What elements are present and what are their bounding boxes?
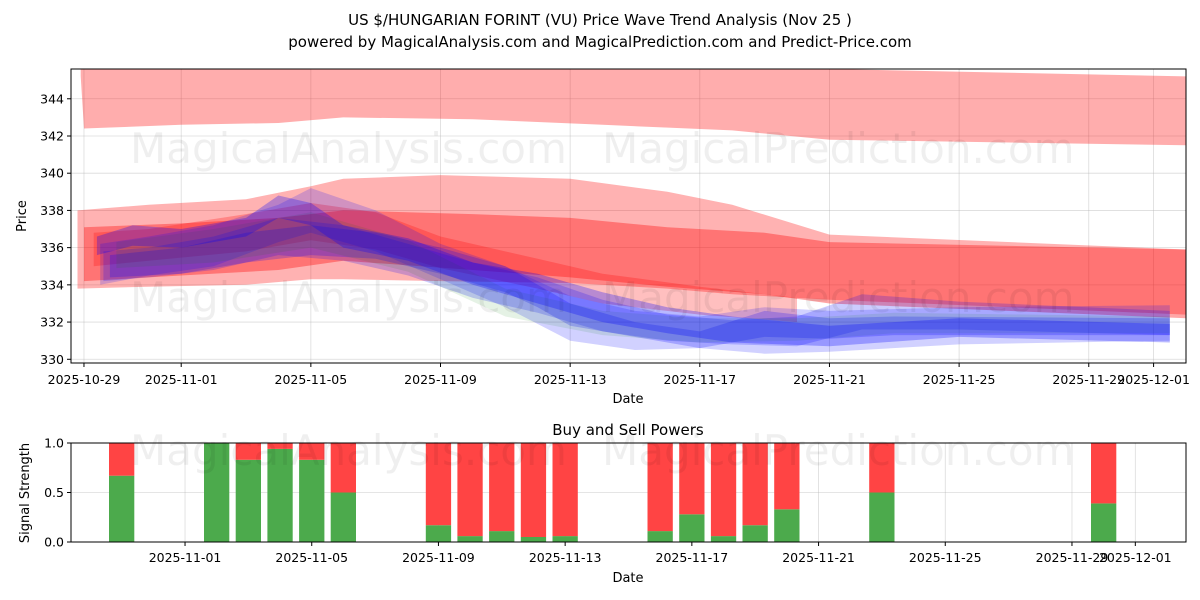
price-plot-frame <box>70 68 1187 364</box>
price-y-axis-label: Price <box>15 200 30 232</box>
price-band-blue-band-2 <box>103 217 1170 347</box>
price-band-blue-band-1 <box>100 188 1170 354</box>
signal-x-tick-label: 2025-11-05 <box>275 550 348 565</box>
signal-x-ticks: 2025-11-01 2025-11-05 2025-11-09 2025-11-13… <box>149 542 1172 565</box>
price-x-tick-label: 2025-11-01 <box>145 372 218 387</box>
signal-y-tick-label: 1.0 <box>44 436 64 451</box>
signal-y-tick-label: 0.0 <box>44 535 64 550</box>
price-x-tick-label: 2025-12-01 <box>1117 372 1190 387</box>
sell-bar <box>235 443 261 460</box>
price-band-green-band <box>116 212 1170 343</box>
price-x-tick-label: 2025-11-21 <box>793 372 866 387</box>
price-x-tick-label: 2025-11-09 <box>404 372 477 387</box>
watermark-analysis-top: MagicalAnalysis.com <box>130 124 567 173</box>
sell-bar <box>710 443 737 537</box>
signal-y-ticks: 0.0 0.5 1.0 <box>44 436 71 550</box>
price-y-ticks: 330 332 334 336 338 340 342 344 <box>40 91 71 367</box>
buy-bar <box>679 514 705 542</box>
price-y-tick-label: 338 <box>40 203 64 218</box>
buy-bar <box>774 509 800 542</box>
price-bands <box>77 69 1187 354</box>
price-x-tick-label: 2025-11-29 <box>1052 372 1125 387</box>
sell-bar <box>552 443 578 537</box>
buy-bar <box>489 531 515 542</box>
price-x-tick-label: 2025-11-25 <box>923 372 996 387</box>
buy-bar <box>457 536 483 542</box>
sell-bar <box>869 443 895 493</box>
price-y-tick-label: 336 <box>40 240 64 255</box>
watermark-prediction-top: MagicalPrediction.com <box>602 124 1075 173</box>
buy-bar <box>520 537 547 542</box>
sell-bar <box>330 443 356 493</box>
watermark-prediction-mid: MagicalPrediction.com <box>602 273 1075 322</box>
price-y-tick-label: 332 <box>40 315 64 330</box>
signal-bars <box>109 443 1117 542</box>
chart-title: US $/HUNGARIAN FORINT (VU) Price Wave Tr… <box>348 11 852 29</box>
price-y-tick-label: 330 <box>40 352 64 367</box>
price-x-ticks: 2025-10-29 2025-11-01 2025-11-05 2025-11-09… <box>48 363 1190 387</box>
buy-bar <box>267 448 293 542</box>
buy-bar <box>204 443 230 542</box>
price-x-tick-label: 2025-11-05 <box>275 372 348 387</box>
price-x-tick-label: 2025-10-29 <box>48 372 121 387</box>
buy-bar <box>109 475 135 542</box>
signal-x-tick-label: 2025-11-09 <box>402 550 475 565</box>
watermark-analysis-mid: MagicalAnalysis.com <box>130 273 567 322</box>
price-band-red-wide-band <box>77 175 1186 315</box>
sell-bar <box>679 443 705 515</box>
sell-bar <box>1091 443 1117 504</box>
signal-x-tick-label: 2025-11-13 <box>529 550 602 565</box>
sell-bar <box>520 443 547 537</box>
price-y-tick-label: 344 <box>40 91 64 106</box>
sell-bar <box>267 443 293 449</box>
buy-bar <box>742 525 768 542</box>
signal-chart-title: Buy and Sell Powers <box>552 421 704 439</box>
price-band-red-short-band <box>93 203 797 323</box>
signal-x-tick-label: 2025-12-01 <box>1099 550 1172 565</box>
buy-bar <box>647 531 673 542</box>
buy-bar <box>235 459 261 542</box>
price-y-tick-label: 342 <box>40 128 64 143</box>
price-band-blue-band-3 <box>109 225 1170 349</box>
price-band-upper-red-band <box>80 69 1187 146</box>
signal-y-axis-label: Signal Strength <box>18 443 33 543</box>
chart-subtitle: powered by MagicalAnalysis.com and Magic… <box>288 33 912 51</box>
signal-y-tick-label: 0.5 <box>44 485 64 500</box>
sell-bar <box>457 443 483 537</box>
buy-bar <box>1091 503 1117 542</box>
signal-x-axis-label: Date <box>612 571 643 586</box>
price-x-tick-label: 2025-11-13 <box>534 372 607 387</box>
sell-bar <box>742 443 768 526</box>
signal-x-tick-label: 2025-11-17 <box>656 550 729 565</box>
sell-bar <box>109 443 135 476</box>
sell-bar <box>647 443 673 532</box>
signal-x-tick-label: 2025-11-25 <box>909 550 982 565</box>
sell-bar <box>774 443 800 510</box>
price-y-tick-label: 334 <box>40 277 64 292</box>
price-band-red-mid-band <box>84 210 1186 319</box>
watermark-prediction-bottom: MagicalPrediction.com <box>602 426 1075 475</box>
signal-x-tick-label: 2025-11-01 <box>149 550 222 565</box>
buy-bar <box>299 459 325 542</box>
buy-bar <box>869 492 895 542</box>
price-band-purple-wave <box>96 195 1170 347</box>
sell-bar <box>425 443 452 526</box>
signal-x-tick-label: 2025-11-21 <box>782 550 855 565</box>
sell-bar <box>299 443 325 460</box>
buy-bar <box>552 536 578 542</box>
price-grid <box>71 69 1186 363</box>
sell-bar <box>489 443 515 532</box>
buy-bar <box>710 536 737 542</box>
price-x-axis-label: Date <box>612 392 643 407</box>
buy-bar <box>425 525 452 542</box>
watermark-analysis-bottom: MagicalAnalysis.com <box>130 426 567 475</box>
buy-bar <box>330 492 356 542</box>
price-x-tick-label: 2025-11-17 <box>663 372 736 387</box>
signal-x-tick-label: 2025-11-29 <box>1036 550 1109 565</box>
price-y-tick-label: 340 <box>40 166 64 181</box>
